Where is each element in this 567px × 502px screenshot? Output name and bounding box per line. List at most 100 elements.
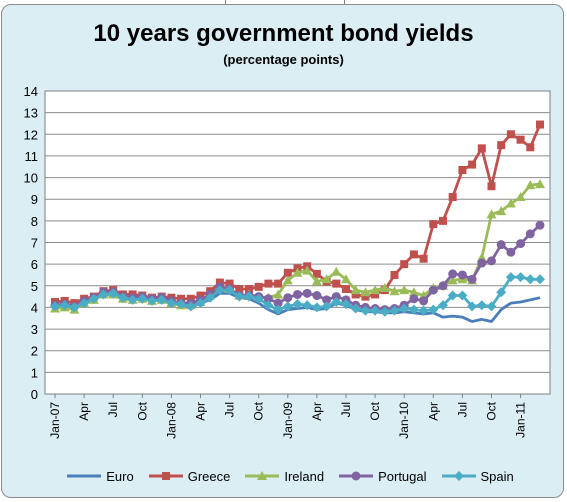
x-tick-label: Jul [223,402,237,417]
data-point-ireland [350,285,361,295]
legend-label: Spain [480,468,514,484]
chart-legend: Euro Greece Ireland Portugal Spain [40,466,540,486]
data-point-ireland [515,192,526,202]
data-point-spain [195,298,206,309]
data-point-spain [224,285,235,296]
data-point-greece [439,216,447,225]
data-point-ireland [496,206,507,216]
data-point-ireland [389,286,400,296]
data-point-spain [496,287,507,298]
data-point-spain [447,290,458,301]
data-point-greece [351,290,360,299]
data-point-ireland [370,285,381,295]
data-point-greece [264,279,273,288]
data-point-spain [88,293,99,304]
y-tick-label: 3 [31,322,38,337]
data-point-greece [274,279,283,288]
data-point-spain [360,305,371,316]
y-tick-label: 8 [31,214,38,229]
data-point-spain [108,288,119,299]
data-point-spain [341,299,351,310]
data-point-greece [342,285,350,294]
data-point-greece [458,165,467,174]
data-point-ireland [447,275,458,285]
data-point-portugal [312,291,322,301]
data-point-greece [400,260,409,269]
data-point-spain [263,300,274,311]
data-point-spain [176,299,187,310]
data-point-spain [321,301,332,312]
data-point-spain [467,301,478,312]
legend-item-ireland: Ireland [244,469,324,484]
data-point-ireland [292,267,303,277]
data-point-portugal [496,240,506,250]
x-tick-label: Jul [339,402,353,417]
data-point-greece [371,290,380,299]
legend-item-euro: Euro [66,469,134,484]
legend-swatch [148,472,183,480]
y-tick-label: 11 [25,149,39,164]
x-tick-label: Jan-07 [48,402,62,439]
x-tick-label: Oct [252,401,266,420]
x-tick-label: Jan-09 [281,402,295,439]
data-point-spain [214,285,225,296]
series-layer [50,120,545,323]
x-tick-label: Jan-11 [514,402,528,438]
x-tick-label: Jan-08 [164,402,178,439]
data-point-greece [516,135,525,144]
data-point-ireland [525,180,536,190]
data-point-portugal [263,294,273,304]
data-point-spain [418,305,429,316]
data-point-ireland [273,289,284,299]
data-point-spain [69,302,80,313]
data-point-spain [244,291,254,302]
legend-swatch [441,471,476,481]
y-tick-label: 2 [31,344,38,359]
data-point-spain [59,300,70,311]
data-point-spain [476,300,487,311]
data-point-greece [419,254,428,263]
y-tick-label: 7 [31,236,38,251]
data-point-spain [205,292,216,303]
x-tick-label: Apr [426,402,440,421]
data-point-spain [311,302,322,313]
data-point-greece [390,270,399,279]
data-point-ireland [399,285,410,295]
data-point-ireland [321,274,332,284]
data-point-portugal [322,295,332,305]
data-point-ireland [505,198,516,208]
data-point-spain [147,295,157,306]
x-tick-label: Jan-10 [397,402,411,439]
data-point-spain [408,304,419,315]
data-point-spain [379,306,390,317]
data-point-spain [156,294,167,305]
data-point-portugal [273,298,283,308]
data-point-spain [525,274,536,285]
data-point-spain [389,305,400,316]
data-point-spain [273,304,284,315]
data-point-spain [486,301,497,312]
y-tick-label: 9 [31,192,38,207]
data-point-greece [506,130,515,139]
data-point-portugal [419,296,429,306]
data-point-spain [438,300,448,311]
data-point-greece [225,279,234,288]
y-tick-label: 12 [24,127,38,142]
legend-item-greece: Greece [148,469,230,484]
y-tick-label: 1 [31,365,38,380]
data-point-greece [536,120,544,129]
legend-item-portugal: Portugal [338,469,427,484]
x-tick-label: Apr [310,402,324,421]
data-point-ireland [379,282,390,292]
data-point-greece [312,269,321,278]
legend-label: Ireland [284,468,325,484]
data-point-greece [448,193,457,202]
data-point-spain [428,304,439,315]
y-tick-label: 10 [24,171,38,186]
legend-item-spain: Spain [441,469,514,484]
data-point-spain [292,299,303,310]
data-point-portugal [302,288,312,298]
data-point-spain [185,301,196,312]
data-point-greece [477,144,486,153]
